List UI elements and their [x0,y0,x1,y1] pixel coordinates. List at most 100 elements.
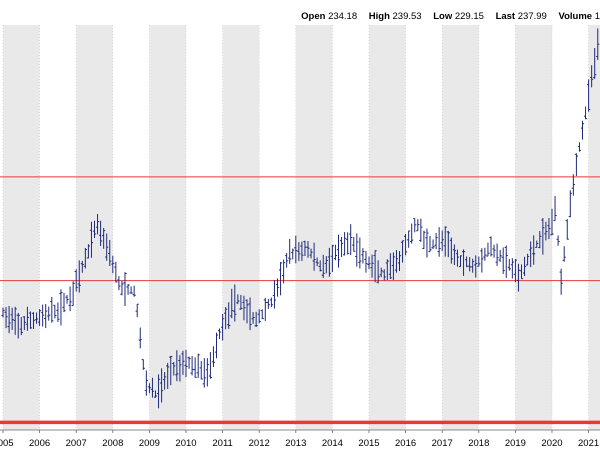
ohlc-bar [236,294,240,305]
ohlc-bar [577,142,582,152]
ohlc-bar [583,106,588,120]
ohlc-bar [214,332,219,359]
ohlc-bar [404,233,408,256]
ohlc-bar [391,252,395,280]
ohlc-bar [59,289,63,326]
ohlc-bar [108,240,112,266]
ohlc-bar [388,253,392,279]
ohlc-summary: Open 234.18 High 239.53 Low 229.15 Last … [301,11,600,25]
ohlc-bar [53,304,57,319]
high-label: High [368,11,390,22]
ohlc-bar [160,368,164,403]
ohlc-bar [227,302,231,329]
ohlc-bar [92,220,97,239]
ohlc-bar [34,312,39,324]
ohlc-bar [434,233,438,250]
ohlc-bar [120,280,124,296]
ohlc-bar [483,247,487,261]
ohlc-bar [245,299,249,324]
ohlc-bar [193,357,197,378]
ohlc-bar [248,297,252,331]
ohlc-bar [211,346,216,368]
ohlc-bar [361,248,365,264]
x-tick-label: 2021 [578,438,599,449]
ohlc-bar [208,351,212,379]
x-tick-label: 2020 [541,438,562,449]
x-tick-label: 2010 [175,438,196,449]
ohlc-bar [233,284,237,322]
ohlc-bar [465,256,469,268]
ohlc-bar [285,252,289,268]
ohlc-bar [263,297,267,321]
ohlc-bar [1,307,5,318]
year-bands [3,25,600,430]
ohlc-bar [336,234,341,268]
ohlc-bar [275,278,280,297]
ohlc-bar [498,249,502,262]
ohlc-bar [526,253,530,266]
ohlc-bar [324,256,328,274]
ohlc-bar [541,218,545,255]
ohlc-bar [461,249,466,276]
ohlc-bar [230,288,234,319]
ohlc-bar [163,371,167,390]
ohlc-bar [446,230,450,258]
ohlc-bar [382,269,386,281]
ohlc-bar [74,269,78,292]
ohlc-bar [62,292,66,313]
ohlc-bar [538,230,542,249]
ohlc-bar [318,260,322,272]
ohlc-bar [346,232,350,255]
ohlc-bar [99,220,103,246]
x-tick-label: 2017 [432,438,453,449]
x-tick-label: 2015 [358,438,379,449]
ohlc-bar [400,240,405,263]
ohlc-bar [266,298,270,309]
x-tick-label: 2006 [29,438,50,449]
ohlc-bar [169,355,173,386]
ohlc-bar [565,219,569,240]
ohlc-bar [321,254,325,279]
ohlc-bar [376,260,380,284]
ohlc-bar [443,226,447,257]
ohlc-bar [452,244,456,266]
last-label: Last [495,11,516,22]
ohlc-bar [590,65,594,88]
ohlc-bar [71,281,75,307]
ohlc-bar [172,361,176,376]
ohlc-bar [355,233,359,267]
ohlc-bar [593,47,597,79]
ohlc-bar [278,261,283,296]
x-tick-label: 2005 [0,438,14,449]
ohlc-bar [522,256,527,277]
ohlc-bar [306,240,310,258]
ohlc-bar [468,257,472,272]
ohlc-bar [22,316,26,331]
ohlc-bar [532,235,536,265]
ohlc-bar [28,311,33,329]
ohlc-bar [150,377,155,398]
open-label: Open [301,11,326,22]
ohlc-bar [474,255,478,278]
volume-value: 1 [594,11,600,22]
ohlc-bar [358,237,362,269]
ohlc-bar [394,250,399,273]
ohlc-bar [126,283,130,295]
low-value: 229.15 [454,11,484,22]
ohlc-bar [397,251,402,271]
ohlc-bar [294,235,298,264]
ohlc-bar [31,312,36,330]
ohlc-bar [580,120,585,140]
ohlc-bar [587,79,591,112]
ohlc-bar [385,259,389,281]
ohlc-bar [199,361,203,380]
ohlc-bar [513,259,517,283]
ohlc-bar [437,227,441,257]
year-band [222,25,260,430]
ohlc-bar [364,251,368,273]
ohlc-bar [83,247,87,269]
ohlc-bar [181,350,185,375]
ohlc-bar [303,240,307,257]
ohlc-bar [440,230,444,252]
ohlc-bar [425,228,429,258]
